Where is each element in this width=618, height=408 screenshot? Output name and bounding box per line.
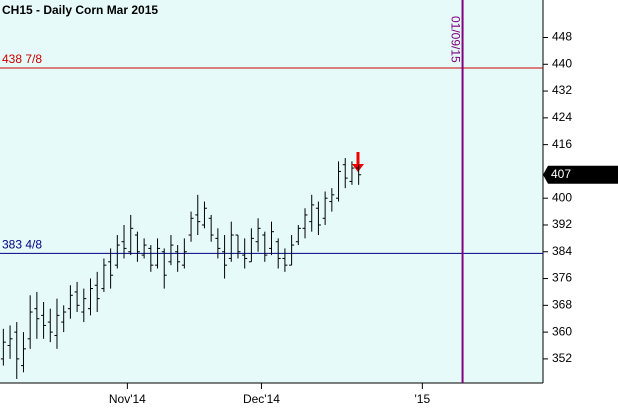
- ohlc-bar: [108, 248, 114, 289]
- x-tick-label: '15: [415, 392, 431, 406]
- x-tick-label: Dec'14: [243, 392, 280, 406]
- ohlc-bar: [356, 164, 362, 185]
- ohlc-bar: [67, 285, 73, 319]
- last-price-box: [543, 165, 618, 184]
- ohlc-bar: [302, 208, 308, 239]
- ohlc-bar: [128, 214, 134, 256]
- ohlc-bar: [201, 201, 207, 229]
- ohlc-bar: [148, 245, 154, 272]
- ohlc-bar: [295, 224, 301, 246]
- ohlc-bar: [81, 288, 87, 323]
- ohlc-bar: [0, 328, 6, 366]
- ohlc-bar: [155, 238, 161, 269]
- reference-label: 438 7/8: [2, 52, 42, 66]
- ohlc-bar: [141, 238, 147, 259]
- y-tick-label: 440: [552, 56, 572, 70]
- y-tick-label: 384: [552, 244, 572, 258]
- ohlc-bar: [315, 201, 321, 236]
- y-tick-label: 424: [552, 110, 572, 124]
- ohlc-bar: [168, 235, 174, 266]
- y-tick-label: 352: [552, 351, 572, 365]
- ohlc-bar: [342, 158, 348, 189]
- ohlc-bar: [175, 245, 181, 272]
- ohlc-bar: [255, 218, 261, 252]
- ohlc-bar: [289, 235, 295, 266]
- ohlc-bar: [269, 221, 274, 256]
- last-price-label: 407: [551, 167, 571, 181]
- ohlc-bar: [181, 238, 187, 269]
- ohlc-bar: [20, 332, 26, 373]
- y-tick-label: 392: [552, 217, 572, 231]
- ohlc-bar: [54, 298, 60, 349]
- date-line-label: 01/09/15: [448, 16, 462, 63]
- y-tick-label: 432: [552, 83, 572, 97]
- ohlc-bar: [195, 194, 201, 236]
- reference-label: 383 4/8: [2, 238, 42, 252]
- ohlc-bar: [329, 188, 335, 212]
- ohlc-bar: [309, 194, 315, 232]
- ohlc-bar: [74, 281, 80, 313]
- ohlc-bar: [161, 248, 167, 289]
- ohlc-bar: [41, 301, 47, 339]
- ohlc-bar: [134, 231, 140, 262]
- ohlc-bar: [121, 224, 127, 259]
- y-tick-label: 368: [552, 298, 572, 312]
- y-tick-label: 448: [552, 30, 572, 44]
- ohlc-bar: [336, 161, 342, 202]
- plot-background: [0, 0, 543, 383]
- ohlc-bar: [47, 308, 53, 343]
- y-tick-label: 400: [552, 190, 572, 204]
- ohlc-bar: [188, 211, 194, 242]
- ohlc-bar: [61, 305, 67, 333]
- ohlc-bar: [94, 271, 100, 313]
- ohlc-bar: [88, 278, 93, 316]
- ohlc-bar: [222, 235, 228, 279]
- ohlc-bar: [235, 234, 241, 259]
- ohlc-bar: [242, 238, 248, 269]
- ohlc-bar: [34, 291, 40, 339]
- y-tick-label: 416: [552, 137, 572, 151]
- ohlc-bar: [208, 214, 214, 242]
- ohlc-bar: [101, 258, 107, 292]
- ohlc-bar: [275, 238, 281, 269]
- y-tick-label: 376: [552, 271, 572, 285]
- chart-title: CH15 - Daily Corn Mar 2015: [2, 3, 158, 17]
- ohlc-bar: [215, 228, 221, 259]
- y-tick-label: 360: [552, 324, 572, 338]
- ohlc-bar: [228, 221, 234, 262]
- ohlc-bar: [262, 231, 268, 262]
- ohlc-bar: [248, 228, 254, 263]
- ohlc-bar: [322, 191, 328, 225]
- ohlc-bar: [7, 325, 13, 359]
- x-tick-label: Nov'14: [109, 392, 146, 406]
- ohlc-bar: [14, 322, 20, 379]
- ohlc-bar: [282, 248, 288, 272]
- ohlc-bar: [349, 161, 355, 185]
- ohlc-bar: [114, 235, 120, 269]
- ohlc-bar: [27, 295, 33, 349]
